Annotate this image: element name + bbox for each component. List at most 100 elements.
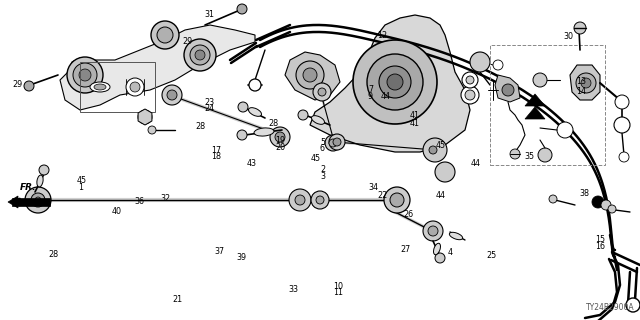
Ellipse shape bbox=[130, 82, 140, 92]
Circle shape bbox=[614, 117, 630, 133]
Text: 11: 11 bbox=[333, 288, 343, 297]
Text: 17: 17 bbox=[211, 146, 221, 155]
Circle shape bbox=[592, 196, 604, 208]
Text: 7: 7 bbox=[368, 85, 373, 94]
Text: 41: 41 bbox=[410, 119, 420, 128]
Circle shape bbox=[333, 138, 341, 146]
Circle shape bbox=[462, 72, 478, 88]
Text: 25: 25 bbox=[486, 252, 497, 260]
Circle shape bbox=[237, 4, 247, 14]
Text: 24: 24 bbox=[205, 104, 215, 113]
Polygon shape bbox=[285, 52, 340, 100]
Text: 35: 35 bbox=[525, 152, 535, 161]
Circle shape bbox=[466, 76, 474, 84]
Circle shape bbox=[316, 196, 324, 204]
Text: 1: 1 bbox=[78, 183, 83, 192]
Text: 13: 13 bbox=[576, 77, 586, 86]
Circle shape bbox=[581, 78, 591, 88]
Circle shape bbox=[510, 149, 520, 159]
Circle shape bbox=[167, 90, 177, 100]
Circle shape bbox=[557, 122, 573, 138]
Circle shape bbox=[390, 193, 404, 207]
Text: 20: 20 bbox=[275, 143, 285, 152]
Text: 19: 19 bbox=[275, 136, 285, 145]
Text: 22: 22 bbox=[378, 191, 388, 200]
Bar bbox=[490, 45, 605, 165]
Circle shape bbox=[353, 40, 437, 124]
Circle shape bbox=[296, 61, 324, 89]
Circle shape bbox=[249, 79, 261, 91]
Circle shape bbox=[493, 60, 503, 70]
Text: 16: 16 bbox=[595, 242, 605, 251]
Ellipse shape bbox=[312, 116, 324, 124]
Polygon shape bbox=[138, 109, 152, 125]
Circle shape bbox=[73, 63, 97, 87]
Text: 29: 29 bbox=[182, 37, 193, 46]
Ellipse shape bbox=[248, 108, 262, 116]
Polygon shape bbox=[310, 15, 470, 152]
Ellipse shape bbox=[90, 82, 110, 92]
Ellipse shape bbox=[37, 175, 43, 187]
Text: 45: 45 bbox=[77, 176, 87, 185]
Circle shape bbox=[626, 298, 640, 312]
Circle shape bbox=[289, 189, 311, 211]
Circle shape bbox=[379, 66, 411, 98]
Polygon shape bbox=[570, 65, 600, 100]
Text: 14: 14 bbox=[576, 87, 586, 96]
Ellipse shape bbox=[94, 84, 106, 90]
Circle shape bbox=[79, 69, 91, 81]
Text: 26: 26 bbox=[403, 210, 413, 219]
Text: 33: 33 bbox=[288, 285, 298, 294]
Circle shape bbox=[423, 138, 447, 162]
Ellipse shape bbox=[449, 232, 463, 240]
Text: 34: 34 bbox=[368, 183, 378, 192]
Circle shape bbox=[576, 73, 596, 93]
Text: 31: 31 bbox=[205, 10, 215, 19]
Text: 29: 29 bbox=[13, 80, 23, 89]
Circle shape bbox=[435, 162, 455, 182]
Circle shape bbox=[574, 22, 586, 34]
Text: FR.: FR. bbox=[20, 183, 36, 192]
Text: 32: 32 bbox=[160, 194, 170, 203]
Text: TY24B2900A: TY24B2900A bbox=[586, 303, 635, 312]
Circle shape bbox=[151, 21, 179, 49]
Circle shape bbox=[615, 95, 629, 109]
Text: 28: 28 bbox=[48, 250, 58, 259]
Circle shape bbox=[465, 90, 475, 100]
Text: 6: 6 bbox=[320, 144, 325, 153]
Circle shape bbox=[195, 50, 205, 60]
Text: 40: 40 bbox=[112, 207, 122, 216]
Polygon shape bbox=[525, 107, 545, 119]
Circle shape bbox=[303, 68, 317, 82]
Text: 2: 2 bbox=[320, 165, 325, 174]
Circle shape bbox=[25, 187, 51, 213]
Circle shape bbox=[367, 54, 423, 110]
Circle shape bbox=[601, 200, 611, 210]
Circle shape bbox=[67, 57, 103, 93]
Text: 15: 15 bbox=[595, 236, 605, 244]
Text: 21: 21 bbox=[173, 295, 183, 304]
Text: 44: 44 bbox=[435, 191, 445, 200]
Circle shape bbox=[24, 81, 34, 91]
Polygon shape bbox=[8, 196, 18, 208]
Circle shape bbox=[384, 187, 410, 213]
Ellipse shape bbox=[433, 243, 440, 255]
Text: 9: 9 bbox=[368, 92, 373, 100]
Circle shape bbox=[470, 52, 490, 72]
Text: 45: 45 bbox=[310, 154, 321, 163]
Text: 39: 39 bbox=[237, 253, 247, 262]
Circle shape bbox=[298, 110, 308, 120]
Polygon shape bbox=[525, 94, 545, 106]
Circle shape bbox=[387, 74, 403, 90]
Text: 30: 30 bbox=[563, 32, 573, 41]
Circle shape bbox=[237, 130, 247, 140]
Circle shape bbox=[311, 191, 329, 209]
Circle shape bbox=[190, 45, 210, 65]
Text: 23: 23 bbox=[205, 98, 215, 107]
Circle shape bbox=[329, 134, 345, 150]
Text: 4: 4 bbox=[448, 248, 453, 257]
Circle shape bbox=[428, 226, 438, 236]
Circle shape bbox=[429, 146, 437, 154]
Circle shape bbox=[549, 195, 557, 203]
Bar bbox=[80, 62, 155, 112]
